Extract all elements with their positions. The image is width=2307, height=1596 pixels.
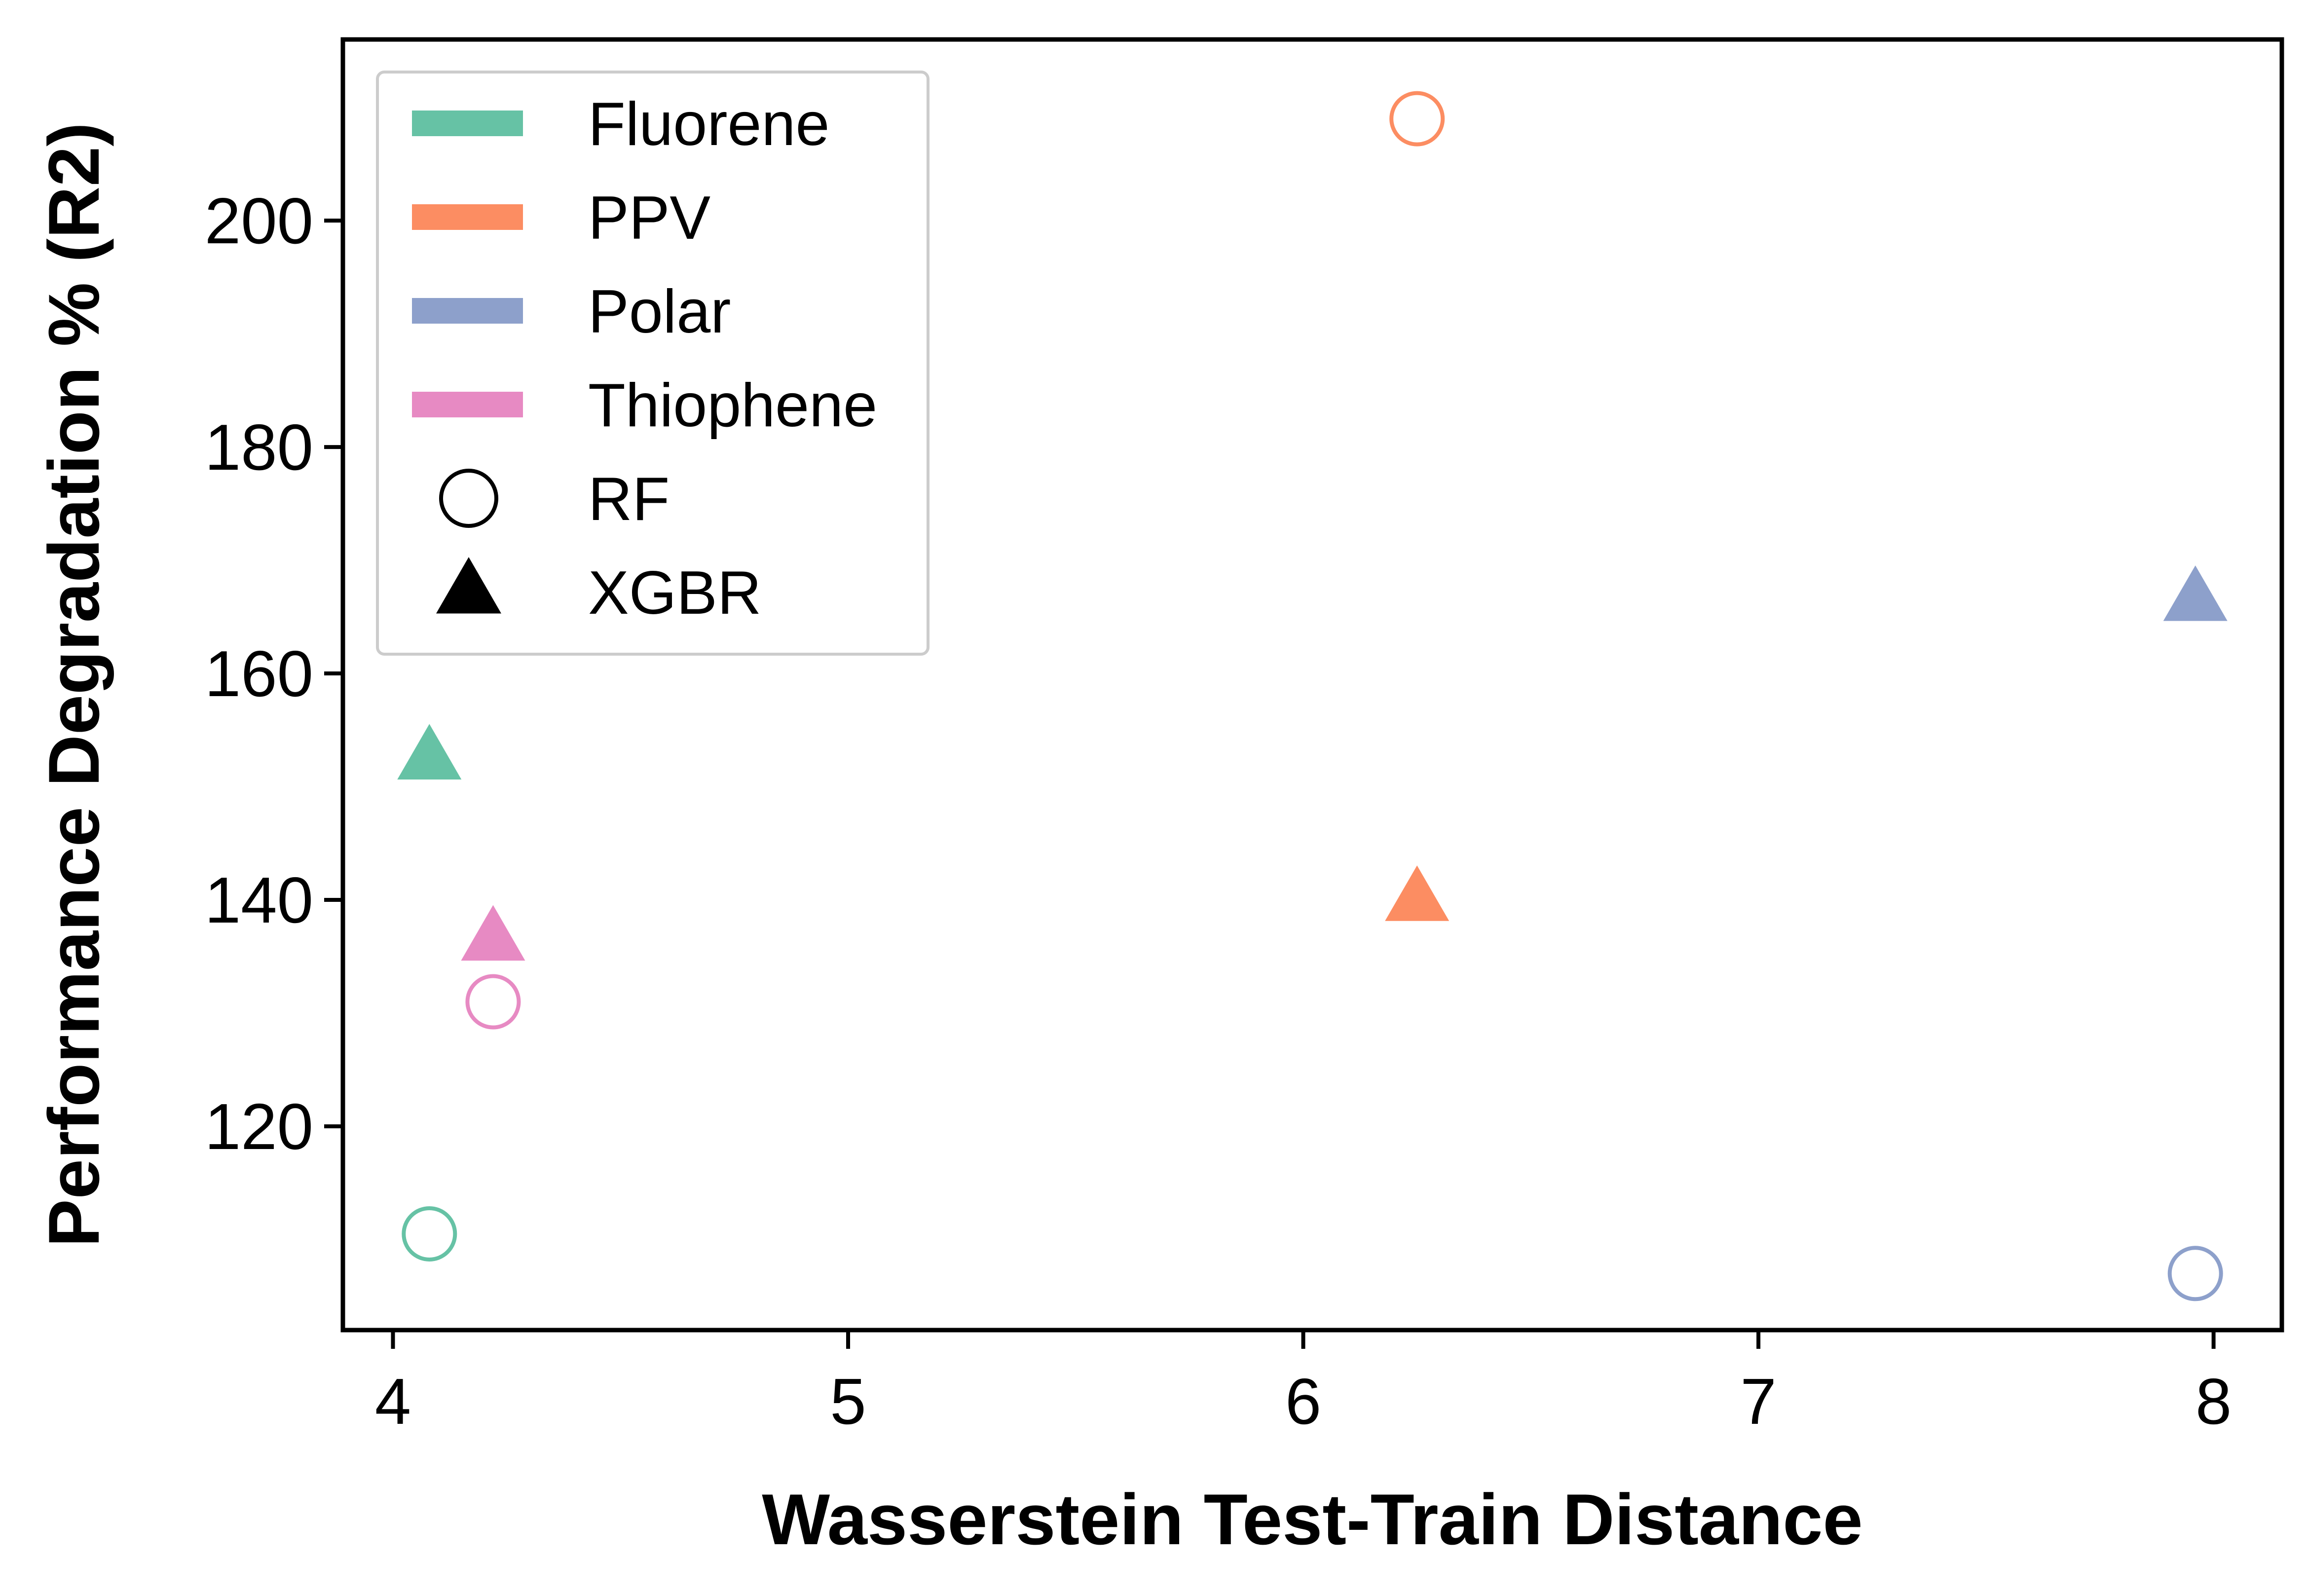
- y-tick-label: 200: [205, 185, 313, 257]
- legend-label: Polar: [588, 278, 731, 346]
- x-axis-title: Wasserstein Test-Train Distance: [762, 1479, 1862, 1559]
- legend-swatch: [412, 204, 523, 230]
- x-tick-label: 5: [830, 1365, 866, 1438]
- x-tick-label: 4: [375, 1365, 411, 1438]
- legend-swatch: [412, 392, 523, 417]
- data-point-xgbr: [2163, 565, 2228, 621]
- data-point-xgbr: [397, 724, 462, 779]
- data-point-xgbr: [461, 905, 525, 961]
- data-points: [397, 91, 2228, 1301]
- data-point-rf: [2167, 1246, 2223, 1301]
- y-axis-title: Performance Degradation % (R2): [34, 122, 114, 1247]
- legend-label: RF: [588, 465, 670, 533]
- legend-swatch: [412, 111, 523, 136]
- legend-label: PPV: [588, 184, 710, 252]
- legend-label: Thiophene: [588, 371, 877, 440]
- y-tick-label: 160: [205, 637, 313, 710]
- data-point-rf: [402, 1206, 457, 1262]
- x-tick-label: 8: [2195, 1365, 2232, 1438]
- y-axis-ticks: 120 140 160 180 200: [205, 185, 343, 1163]
- legend-marker-triangle-icon: [436, 557, 501, 614]
- data-point-rf: [465, 974, 521, 1030]
- legend-label: XGBR: [588, 559, 761, 627]
- y-tick-label: 180: [205, 411, 313, 483]
- x-axis-ticks: 4 5 6 7 8: [375, 1330, 2232, 1438]
- y-tick-label: 120: [205, 1090, 313, 1163]
- legend-label: Fluorene: [588, 90, 829, 158]
- legend-marker-circle-icon: [439, 469, 498, 528]
- plot-frame: [340, 37, 2284, 1333]
- x-tick-label: 7: [1740, 1365, 1776, 1438]
- x-tick-label: 6: [1285, 1365, 1321, 1438]
- legend: Fluorene PPV Polar Thiophene RF XGBR: [376, 71, 930, 656]
- y-tick-label: 140: [205, 864, 313, 936]
- data-point-xgbr: [1385, 865, 1450, 921]
- legend-swatch: [412, 298, 523, 324]
- data-point-rf: [1389, 91, 1445, 147]
